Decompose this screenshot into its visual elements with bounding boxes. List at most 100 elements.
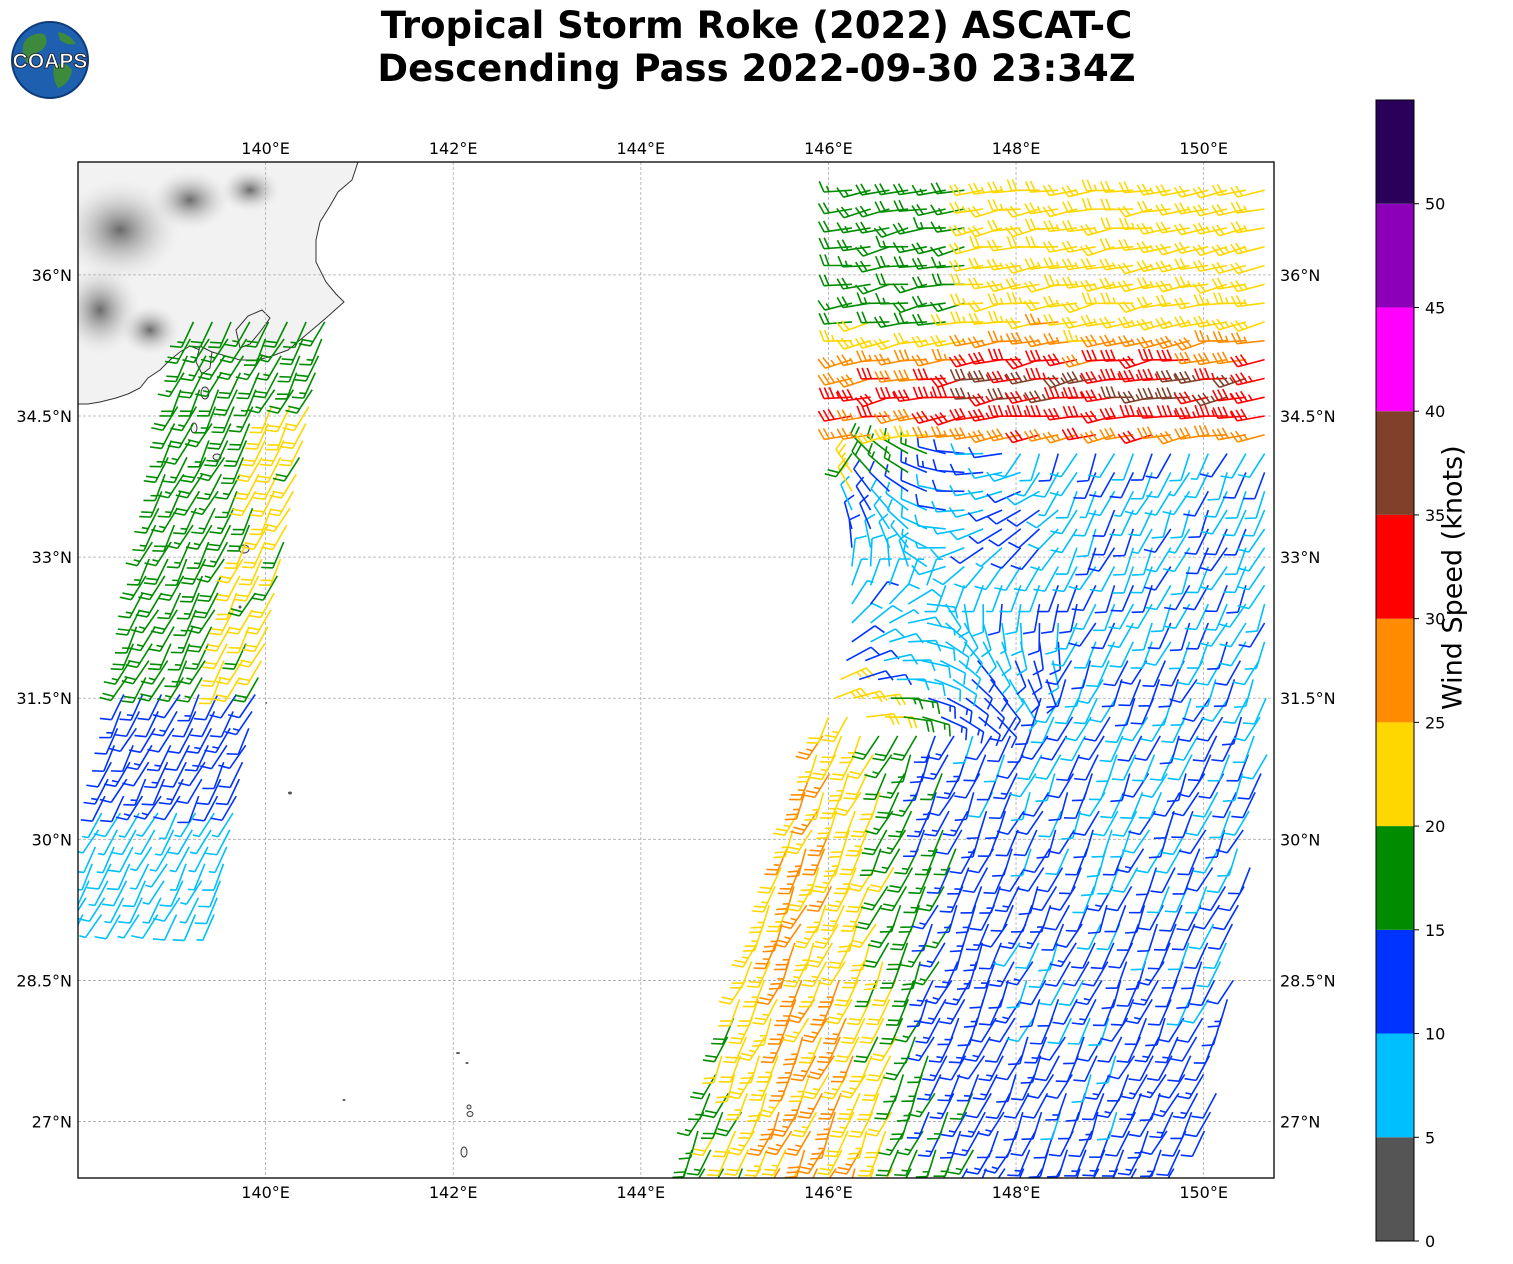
barb-half-flag [183, 612, 191, 615]
barb-half-flag [954, 888, 961, 890]
barb-flag [245, 447, 258, 450]
barb-flag [965, 728, 968, 741]
barb-flag [1189, 1003, 1202, 1007]
barb-flag [874, 753, 887, 757]
barb-shaft [1034, 848, 1051, 873]
barb-half-flag [811, 1031, 819, 1035]
wind-barb [118, 897, 143, 924]
barb-half-flag [134, 579, 141, 582]
barb-shaft [900, 498, 928, 511]
barb-flag [1120, 737, 1133, 742]
wind-barb [990, 904, 1014, 932]
barb-flag [1016, 404, 1023, 417]
barb-flag [966, 1171, 979, 1175]
barb-half-flag [955, 1167, 963, 1171]
barb-shaft [1024, 829, 1038, 856]
wind-barb [843, 494, 855, 530]
barb-shaft [1093, 961, 1109, 987]
barb-shaft [1037, 1074, 1055, 1099]
wind-barb [1158, 1168, 1175, 1178]
barb-flag [235, 681, 248, 686]
barb-flag [187, 465, 200, 468]
barb-flag [814, 885, 827, 889]
wind-barb [187, 609, 216, 634]
barb-flag [819, 1001, 832, 1003]
barb-flag [1040, 630, 1053, 635]
barb-half-flag [921, 460, 925, 468]
barb-half-flag [180, 629, 188, 632]
barb-half-flag [887, 791, 894, 795]
barb-half-flag [908, 1095, 915, 1098]
barb-half-flag [818, 1147, 825, 1150]
barb-flag [147, 748, 160, 753]
wind-barb [1124, 490, 1153, 516]
wind-barb [99, 711, 122, 739]
barb-flag [1100, 368, 1107, 381]
barb-shaft [205, 897, 218, 924]
barb-flag [730, 1147, 743, 1152]
barb-flag [198, 410, 211, 413]
wind-barb [907, 1055, 929, 1084]
barb-flag [988, 1006, 1001, 1009]
barb-shaft [1119, 490, 1135, 517]
wind-barb [1026, 1168, 1044, 1178]
barb-flag [915, 1175, 928, 1178]
wind-barb [1230, 390, 1265, 405]
wind-barb [1110, 773, 1131, 803]
barb-flag [245, 631, 258, 635]
wind-barb [1023, 848, 1051, 874]
barb-shaft [1108, 1036, 1123, 1063]
barb-flag [242, 546, 255, 551]
barb-flag [948, 1061, 961, 1064]
barb-half-flag [777, 978, 784, 980]
barb-half-flag [192, 764, 199, 767]
wind-barb [921, 659, 952, 679]
barb-flag [1084, 411, 1093, 423]
barb-flag [1036, 888, 1049, 893]
barb-flag [861, 1036, 874, 1040]
barb-flag [864, 1156, 877, 1159]
barb-flag [1033, 1156, 1046, 1159]
barb-flag [751, 910, 764, 913]
barb-flag [102, 903, 114, 907]
wind-barb [988, 980, 1009, 1009]
barb-shaft [84, 914, 103, 939]
wind-barb [1047, 1017, 1072, 1045]
barb-flag [207, 447, 220, 450]
barb-shaft [926, 558, 938, 586]
barb-flag [1184, 426, 1192, 438]
barb-shaft [238, 694, 256, 719]
barb-flag [978, 369, 985, 382]
barb-shaft [1100, 697, 1117, 723]
wind-barb [864, 1130, 887, 1159]
barb-flag [1183, 391, 1192, 402]
wind-barb [266, 389, 295, 414]
barb-half-flag [1023, 409, 1028, 417]
barb-shaft [1256, 603, 1266, 632]
barb-flag [722, 1186, 734, 1194]
barb-flag [915, 1040, 928, 1044]
barb-flag [784, 1034, 797, 1039]
barb-flag [916, 1097, 929, 1101]
barb-shaft [88, 897, 106, 922]
barb-half-flag [892, 391, 896, 399]
barb-flag [92, 770, 104, 773]
barb-flag [1107, 1100, 1119, 1102]
barb-half-flag [180, 527, 187, 531]
barb-half-flag [758, 1089, 765, 1092]
wind-barb [819, 735, 843, 763]
barb-flag [1020, 724, 1033, 727]
barb-shaft [1021, 1074, 1036, 1101]
wind-barb [833, 810, 856, 839]
barb-flag [1130, 667, 1143, 669]
wind-barb [241, 541, 266, 569]
wind-barb [1013, 829, 1038, 857]
barb-flag [1087, 931, 1100, 935]
barb-flag [1067, 386, 1074, 399]
barb-flag [933, 873, 946, 876]
barb-flag [739, 1081, 752, 1085]
barb-flag [1126, 625, 1138, 629]
barb-flag [839, 1113, 851, 1116]
barb-half-flag [952, 998, 960, 1002]
barb-flag [1005, 432, 1014, 443]
